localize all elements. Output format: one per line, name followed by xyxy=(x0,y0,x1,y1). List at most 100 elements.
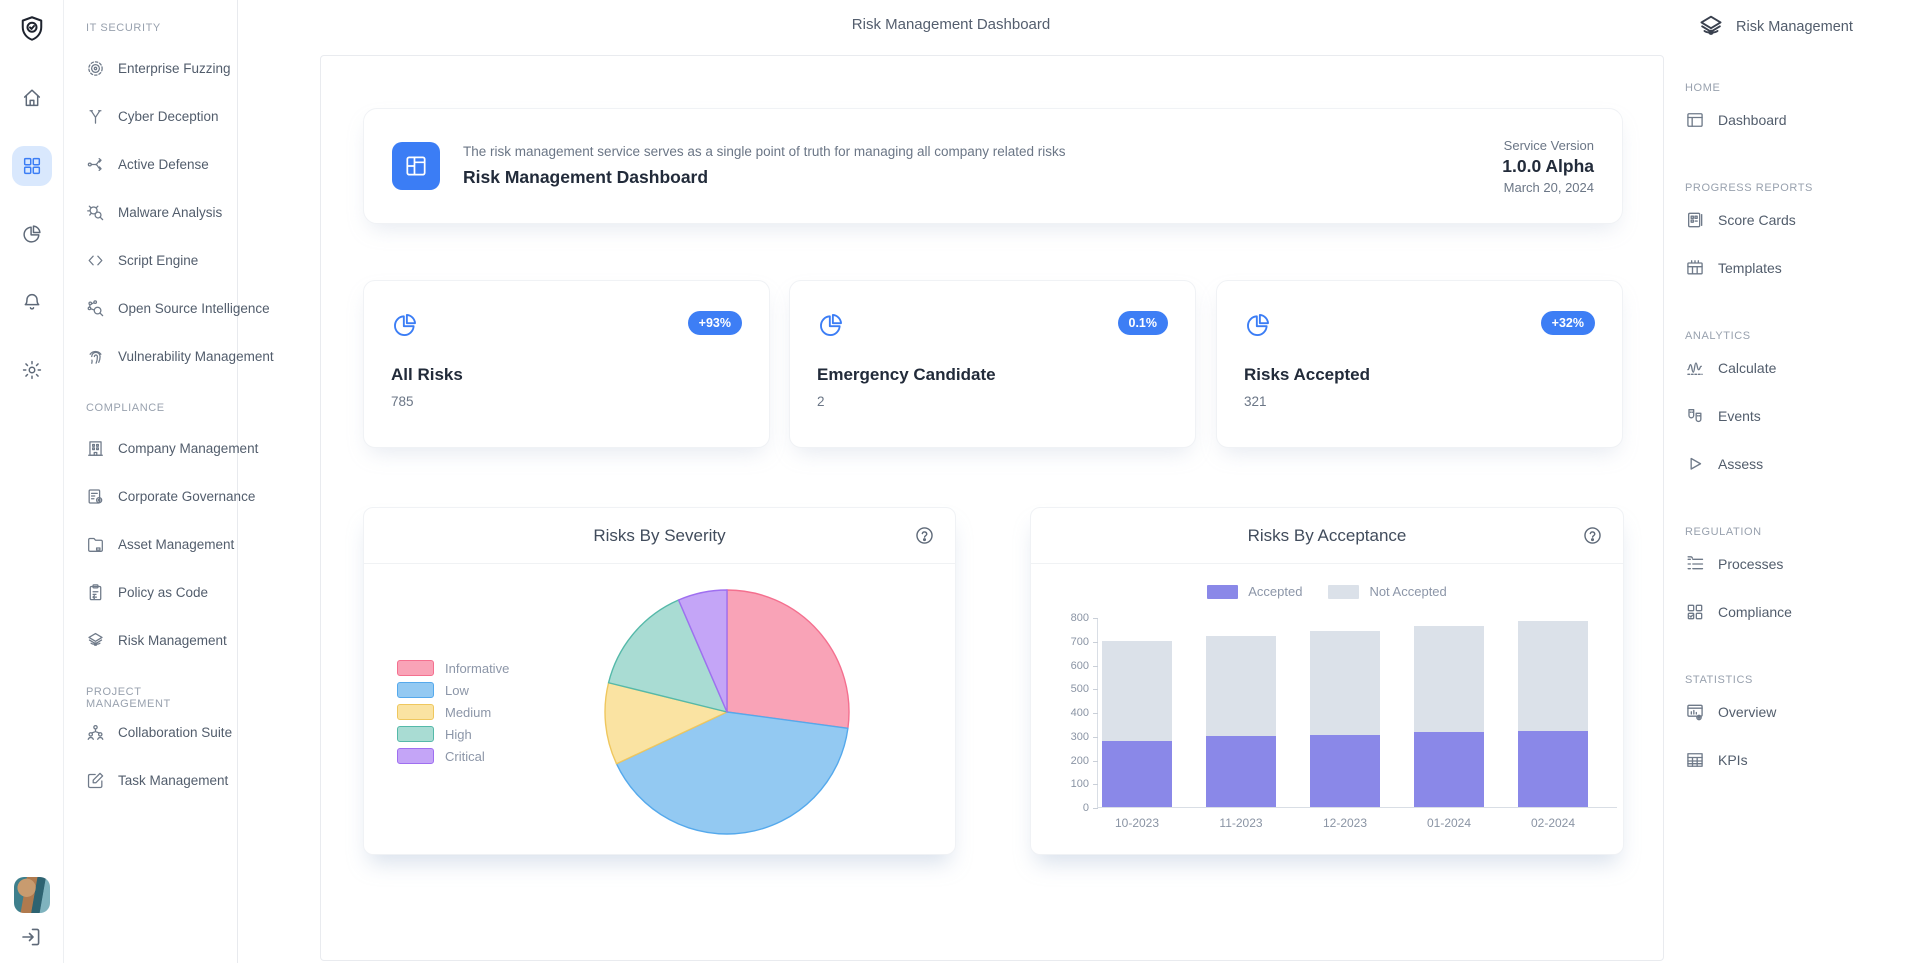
right-nav-item-kpis[interactable]: KPIs xyxy=(1685,736,1910,784)
rail-item-apps[interactable] xyxy=(12,146,52,186)
x-axis-label: 02-2024 xyxy=(1530,816,1576,830)
masks-icon xyxy=(1685,406,1705,426)
sidebar-item-label: Enterprise Fuzzing xyxy=(118,60,231,76)
legend-item-not-accepted[interactable]: Not Accepted xyxy=(1328,584,1447,599)
sidebar-item-active-defense[interactable]: Active Defense xyxy=(86,140,227,188)
y-axis-tick: 200 xyxy=(1071,755,1098,767)
pie-slice-high[interactable] xyxy=(607,599,728,713)
sidebar-item-script-engine[interactable]: Script Engine xyxy=(86,236,227,284)
table-icon xyxy=(1685,258,1705,278)
acceptance-bar-chart[interactable]: 0 100 200 300 400 500 600 700 800 10-2023 11-2023 1… xyxy=(1071,612,1617,830)
right-nav-section: ANALYTICS Calculate Events Assess xyxy=(1685,330,1910,488)
sidebar-item-label: Corporate Governance xyxy=(118,488,256,504)
right-nav-item-processes[interactable]: Processes xyxy=(1685,540,1910,588)
stat-badge: +32% xyxy=(1540,311,1595,335)
y-axis-tick: 0 xyxy=(1083,802,1098,814)
right-nav-item-label: Events xyxy=(1718,408,1761,424)
legend-item-critical[interactable]: Critical xyxy=(397,745,509,767)
legend-item-accepted[interactable]: Accepted xyxy=(1207,584,1302,599)
bar-segment-not-accepted xyxy=(1310,630,1380,736)
section-header: IT SECURITY xyxy=(86,22,161,34)
stacked-bar-10-2023[interactable] xyxy=(1102,640,1172,807)
risks-by-severity-card: Risks By Severity Informative Low Medium Hi… xyxy=(363,507,956,855)
pie-slice-critical[interactable] xyxy=(677,589,728,713)
sidebar-item-enterprise-fuzzing[interactable]: Enterprise Fuzzing xyxy=(86,44,231,92)
legend-item-low[interactable]: Low xyxy=(397,679,509,701)
severity-pie-chart[interactable] xyxy=(602,587,852,837)
legend-swatch xyxy=(397,748,434,764)
app-logo shield-check-icon[interactable] xyxy=(15,12,49,46)
rail-item-notifications[interactable] xyxy=(12,282,52,322)
service-version-label: Service Version xyxy=(1503,137,1594,153)
legend-swatch xyxy=(397,704,434,720)
help-icon[interactable] xyxy=(1582,525,1603,546)
sidebar-item-label: Malware Analysis xyxy=(118,204,223,220)
flow-icon xyxy=(86,155,105,174)
stat-card-all-risks: +93% All Risks 785 xyxy=(363,280,770,448)
sidebar-item-label: Cyber Deception xyxy=(118,108,219,124)
sidebar-item-task-management[interactable]: Task Management xyxy=(86,756,228,804)
right-nav-item-assess[interactable]: Assess xyxy=(1685,440,1910,488)
right-nav-item-label: Calculate xyxy=(1718,360,1777,376)
statwin-icon xyxy=(1685,702,1705,722)
rail-item-settings[interactable] xyxy=(12,350,52,390)
pie-icon xyxy=(21,223,43,245)
stacked-bar-12-2023[interactable] xyxy=(1310,630,1380,807)
section-header: ANALYTICS xyxy=(1685,330,1751,342)
right-nav-item-label: Processes xyxy=(1718,556,1784,572)
sidebar-item-policy-as-code[interactable]: Policy as Code xyxy=(86,568,227,616)
processlist-icon xyxy=(1685,554,1705,574)
stacked-bar-11-2023[interactable] xyxy=(1206,635,1276,807)
sidebar-item-cyber-deception[interactable]: Cyber Deception xyxy=(86,92,227,140)
layerseye-icon xyxy=(86,631,105,650)
sidebar-item-corporate-governance[interactable]: Corporate Governance xyxy=(86,472,255,520)
legend-item-high[interactable]: High xyxy=(397,723,509,745)
rail-item-reports[interactable] xyxy=(12,214,52,254)
stat-value: 785 xyxy=(391,394,414,409)
sidebar-item-collaboration-suite[interactable]: Collaboration Suite xyxy=(86,708,232,756)
service-version-value: 1.0.0 Alpha xyxy=(1502,155,1594,176)
stacked-bar-02-2024[interactable] xyxy=(1518,620,1588,807)
logout-icon[interactable] xyxy=(19,925,45,951)
wave-icon xyxy=(1685,358,1705,378)
pie-chart-icon xyxy=(391,311,742,339)
play-icon xyxy=(1685,454,1705,474)
help-icon[interactable] xyxy=(914,525,935,546)
pie-slice-low[interactable] xyxy=(615,711,849,835)
right-nav-item-compliance[interactable]: Compliance xyxy=(1685,588,1910,636)
right-nav-item-score-cards[interactable]: Score Cards xyxy=(1685,196,1910,244)
right-nav-item-calculate[interactable]: Calculate xyxy=(1685,344,1910,392)
right-nav-item-templates[interactable]: Templates xyxy=(1685,244,1910,292)
osint-icon xyxy=(86,299,105,318)
right-nav-item-overview[interactable]: Overview xyxy=(1685,688,1910,736)
stat-card-risks-accepted: +32% Risks Accepted 321 xyxy=(1216,280,1623,448)
pie-slice-medium[interactable] xyxy=(604,682,728,765)
bar-segment-not-accepted xyxy=(1518,620,1588,731)
legend-item-informative[interactable]: Informative xyxy=(397,657,509,679)
right-nav-item-events[interactable]: Events xyxy=(1685,392,1910,440)
right-nav-item-dashboard[interactable]: Dashboard xyxy=(1685,96,1910,144)
legend-swatch xyxy=(1328,584,1360,599)
dashboard-icon xyxy=(392,142,440,190)
icon-rail xyxy=(0,0,64,963)
sidebar-item-malware-analysis[interactable]: Malware Analysis xyxy=(86,188,227,236)
sidebar-item-asset-management[interactable]: Asset Management xyxy=(86,520,234,568)
window-icon xyxy=(1685,110,1705,130)
right-nav: HOME Dashboard PROGRESS REPORTS Score Cards… xyxy=(1685,58,1910,784)
legend-item-medium[interactable]: Medium xyxy=(397,701,509,723)
sidebar-item-company-management[interactable]: Company Management xyxy=(86,424,258,472)
stacked-bar-01-2024[interactable] xyxy=(1414,625,1484,807)
bar-segment-not-accepted xyxy=(1414,625,1484,733)
dashboard-header-card: The risk management service serves as a … xyxy=(363,108,1623,224)
sidebar-item-open-source-intelligence[interactable]: Open Source Intelligence xyxy=(86,284,270,332)
pie-slice-informative[interactable] xyxy=(726,589,850,730)
user-avatar[interactable] xyxy=(14,877,50,913)
rail-item-home[interactable] xyxy=(12,78,52,118)
bell-icon xyxy=(21,291,43,313)
sidebar-item-risk-management[interactable]: Risk Management xyxy=(86,616,227,664)
sidebar-item-vulnerability-management[interactable]: Vulnerability Management xyxy=(86,332,274,380)
y-axis-tick: 100 xyxy=(1071,778,1098,790)
legend-swatch xyxy=(1207,584,1239,599)
right-nav-section: HOME Dashboard xyxy=(1685,82,1910,144)
brand-label: Risk Management xyxy=(1736,19,1853,35)
